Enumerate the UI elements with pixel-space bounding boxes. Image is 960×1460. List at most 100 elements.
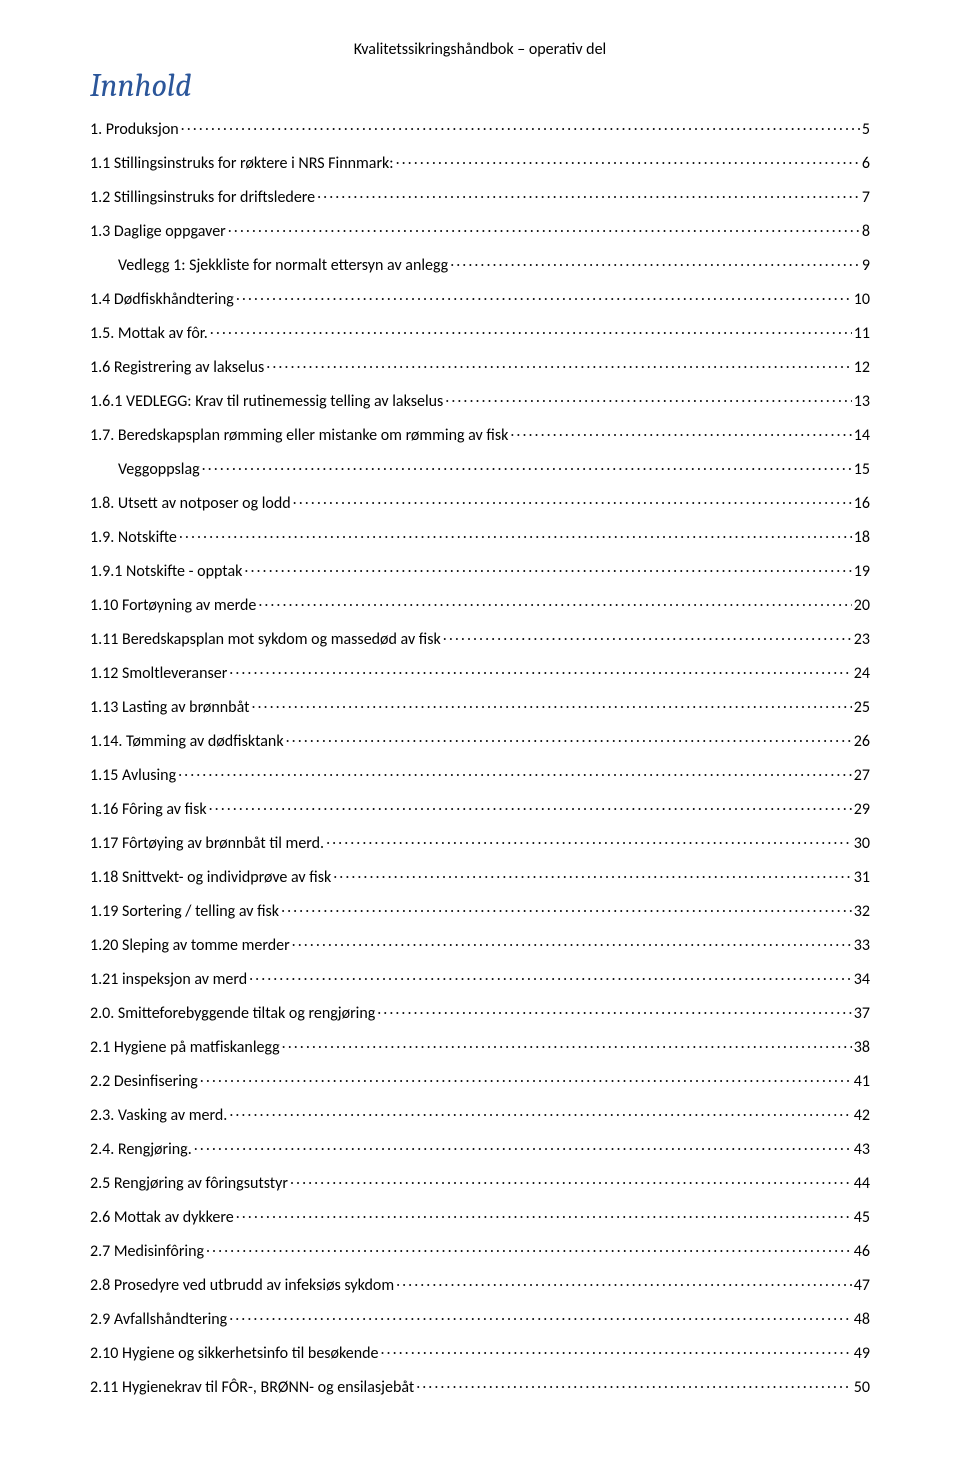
toc-dot-leader bbox=[292, 934, 852, 950]
toc-entry[interactable]: 1.6 Registrering av lakselus 12 bbox=[90, 356, 870, 376]
toc-entry-label: 1.2 Stillingsinstruks for driftsledere bbox=[90, 190, 315, 206]
toc-entry[interactable]: 2.7 Medisinfôring46 bbox=[90, 1240, 870, 1260]
toc-entry-label: 1.6.1 VEDLEGG: Krav til rutinemessig tel… bbox=[90, 394, 443, 410]
toc-entry-page: 44 bbox=[854, 1176, 870, 1192]
toc-entry-label: 1.18 Snittvekt- og individprøve av fisk bbox=[90, 870, 331, 886]
toc-dot-leader bbox=[229, 1104, 851, 1120]
toc-dot-leader bbox=[244, 560, 851, 576]
toc-entry[interactable]: 1.12 Smoltleveranser24 bbox=[90, 662, 870, 682]
toc-entry-page: 12 bbox=[854, 360, 870, 376]
toc-entry-label: 2.0. Smitteforebyggende tiltak og rengjø… bbox=[90, 1006, 375, 1022]
toc-entry[interactable]: 2.11 Hygienekrav til FÔR-, BRØNN- og ens… bbox=[90, 1376, 870, 1396]
toc-dot-leader bbox=[396, 1274, 852, 1290]
toc-entry-page: 15 bbox=[854, 462, 870, 478]
toc-entry-label: 1.4 Dødfiskhåndtering bbox=[90, 292, 234, 308]
toc-entry[interactable]: 1.3 Daglige oppgaver8 bbox=[90, 220, 870, 240]
toc-entry-page: 27 bbox=[854, 768, 870, 784]
toc-entry[interactable]: 1.11 Beredskapsplan mot sykdom og massed… bbox=[90, 628, 870, 648]
toc-dot-leader bbox=[179, 526, 852, 542]
toc-entry-label: Veggoppslag bbox=[118, 462, 200, 478]
toc-entry[interactable]: 1.6.1 VEDLEGG: Krav til rutinemessig tel… bbox=[90, 390, 870, 410]
toc-entry-page: 41 bbox=[854, 1074, 870, 1090]
toc-entry-page: 45 bbox=[854, 1210, 870, 1226]
toc-entry-label: 1.1 Stillingsinstruks for røktere i NRS … bbox=[90, 156, 394, 172]
toc-entry[interactable]: 1.17 Fôrtøying av brønnbåt til merd. 30 bbox=[90, 832, 870, 852]
toc-dot-leader bbox=[326, 832, 852, 848]
toc-dot-leader bbox=[229, 662, 851, 678]
toc-entry-label: Vedlegg 1: Sjekkliste for normalt etters… bbox=[118, 258, 448, 274]
toc-entry-page: 43 bbox=[854, 1142, 870, 1158]
toc-dot-leader bbox=[251, 696, 851, 712]
toc-entry[interactable]: 1.21 inspeksjon av merd34 bbox=[90, 968, 870, 988]
toc-entry-page: 38 bbox=[854, 1040, 870, 1056]
toc-entry[interactable]: 2.6 Mottak av dykkere 45 bbox=[90, 1206, 870, 1226]
toc-entry[interactable]: 1.1 Stillingsinstruks for røktere i NRS … bbox=[90, 152, 870, 172]
toc-entry[interactable]: 2.3. Vasking av merd.42 bbox=[90, 1104, 870, 1124]
toc-entry[interactable]: 2.9 Avfallshåndtering48 bbox=[90, 1308, 870, 1328]
toc-entry-page: 31 bbox=[854, 870, 870, 886]
toc-entry[interactable]: 1.7. Beredskapsplan rømming eller mistan… bbox=[90, 424, 870, 444]
toc-dot-leader bbox=[333, 866, 852, 882]
toc-entry[interactable]: Veggoppslag 15 bbox=[90, 458, 870, 478]
toc-entry-label: 2.11 Hygienekrav til FÔR-, BRØNN- og ens… bbox=[90, 1380, 414, 1396]
toc-entry-label: 1.10 Fortøyning av merde bbox=[90, 598, 256, 614]
toc-dot-leader bbox=[510, 424, 851, 440]
toc-entry-label: 2.7 Medisinfôring bbox=[90, 1244, 204, 1260]
toc-entry-label: 1.6 Registrering av lakselus bbox=[90, 360, 264, 376]
toc-entry-label: 1.5. Mottak av fôr. bbox=[90, 326, 208, 342]
toc-entry-page: 42 bbox=[854, 1108, 870, 1124]
toc-entry-page: 14 bbox=[854, 428, 870, 444]
toc-entry-label: 1.20 Sleping av tomme merder bbox=[90, 938, 290, 954]
toc-entry[interactable]: Vedlegg 1: Sjekkliste for normalt etters… bbox=[90, 254, 870, 274]
toc-dot-leader bbox=[258, 594, 851, 610]
toc-entry[interactable]: 1.4 Dødfiskhåndtering10 bbox=[90, 288, 870, 308]
toc-dot-leader bbox=[445, 390, 852, 406]
toc-entry[interactable]: 1.20 Sleping av tomme merder 33 bbox=[90, 934, 870, 954]
toc-entry[interactable]: 1.8. Utsett av notposer og lodd16 bbox=[90, 492, 870, 512]
toc-dot-leader bbox=[202, 458, 852, 474]
toc-entry-page: 50 bbox=[854, 1380, 870, 1396]
toc-entry[interactable]: 1.14. Tømming av dødfisktank26 bbox=[90, 730, 870, 750]
toc-entry[interactable]: 1.16 Fôring av fisk29 bbox=[90, 798, 870, 818]
toc-entry[interactable]: 2.10 Hygiene og sikkerhetsinfo til besøk… bbox=[90, 1342, 870, 1362]
toc-dot-leader bbox=[178, 764, 852, 780]
toc-entry[interactable]: 1.19 Sortering / telling av fisk32 bbox=[90, 900, 870, 920]
toc-entry[interactable]: 2.2 Desinfisering41 bbox=[90, 1070, 870, 1090]
toc-entry-page: 6 bbox=[862, 156, 870, 172]
toc-entry[interactable]: 2.5 Rengjøring av fôringsutstyr44 bbox=[90, 1172, 870, 1192]
toc-dot-leader bbox=[200, 1070, 852, 1086]
toc-entry[interactable]: 2.4. Rengjøring. 43 bbox=[90, 1138, 870, 1158]
toc-entry[interactable]: 1.2 Stillingsinstruks for driftsledere 7 bbox=[90, 186, 870, 206]
toc-entry-label: 2.6 Mottak av dykkere bbox=[90, 1210, 234, 1226]
toc-entry-page: 34 bbox=[854, 972, 870, 988]
toc-entry[interactable]: 1.5. Mottak av fôr.11 bbox=[90, 322, 870, 342]
toc-entry-page: 25 bbox=[854, 700, 870, 716]
toc-dot-leader bbox=[396, 152, 860, 168]
toc-entry[interactable]: 1.10 Fortøyning av merde 20 bbox=[90, 594, 870, 614]
toc-entry-label: 2.8 Prosedyre ved utbrudd av infeksiøs s… bbox=[90, 1278, 394, 1294]
toc-entry-page: 7 bbox=[862, 190, 870, 206]
toc-entry[interactable]: 1.15 Avlusing27 bbox=[90, 764, 870, 784]
toc-dot-leader bbox=[229, 1308, 852, 1324]
toc-entry[interactable]: 2.0. Smitteforebyggende tiltak og rengjø… bbox=[90, 1002, 870, 1022]
toc-dot-leader bbox=[377, 1002, 852, 1018]
toc-entry-page: 20 bbox=[854, 598, 870, 614]
toc-entry[interactable]: 1.9.1 Notskifte - opptak19 bbox=[90, 560, 870, 580]
toc-entry-page: 30 bbox=[854, 836, 870, 852]
toc-entry-label: 1.7. Beredskapsplan rømming eller mistan… bbox=[90, 428, 508, 444]
toc-dot-leader bbox=[293, 492, 852, 508]
toc-entry[interactable]: 1.13 Lasting av brønnbåt25 bbox=[90, 696, 870, 716]
toc-dot-leader bbox=[206, 1240, 852, 1256]
toc-entry-label: 2.4. Rengjøring. bbox=[90, 1142, 192, 1158]
toc-entry[interactable]: 1. Produksjon5 bbox=[90, 118, 870, 138]
toc-entry[interactable]: 2.1 Hygiene på matfiskanlegg38 bbox=[90, 1036, 870, 1056]
table-of-contents: 1. Produksjon5 1.1 Stillingsinstruks for … bbox=[90, 118, 870, 1396]
toc-dot-leader bbox=[210, 322, 852, 338]
toc-entry-page: 33 bbox=[854, 938, 870, 954]
toc-entry-label: 1.19 Sortering / telling av fisk bbox=[90, 904, 279, 920]
toc-entry[interactable]: 1.18 Snittvekt- og individprøve av fisk 3… bbox=[90, 866, 870, 886]
toc-entry-label: 1.17 Fôrtøying av brønnbåt til merd. bbox=[90, 836, 324, 852]
toc-entry-page: 48 bbox=[854, 1312, 870, 1328]
toc-entry[interactable]: 1.9. Notskifte18 bbox=[90, 526, 870, 546]
toc-entry[interactable]: 2.8 Prosedyre ved utbrudd av infeksiøs s… bbox=[90, 1274, 870, 1294]
